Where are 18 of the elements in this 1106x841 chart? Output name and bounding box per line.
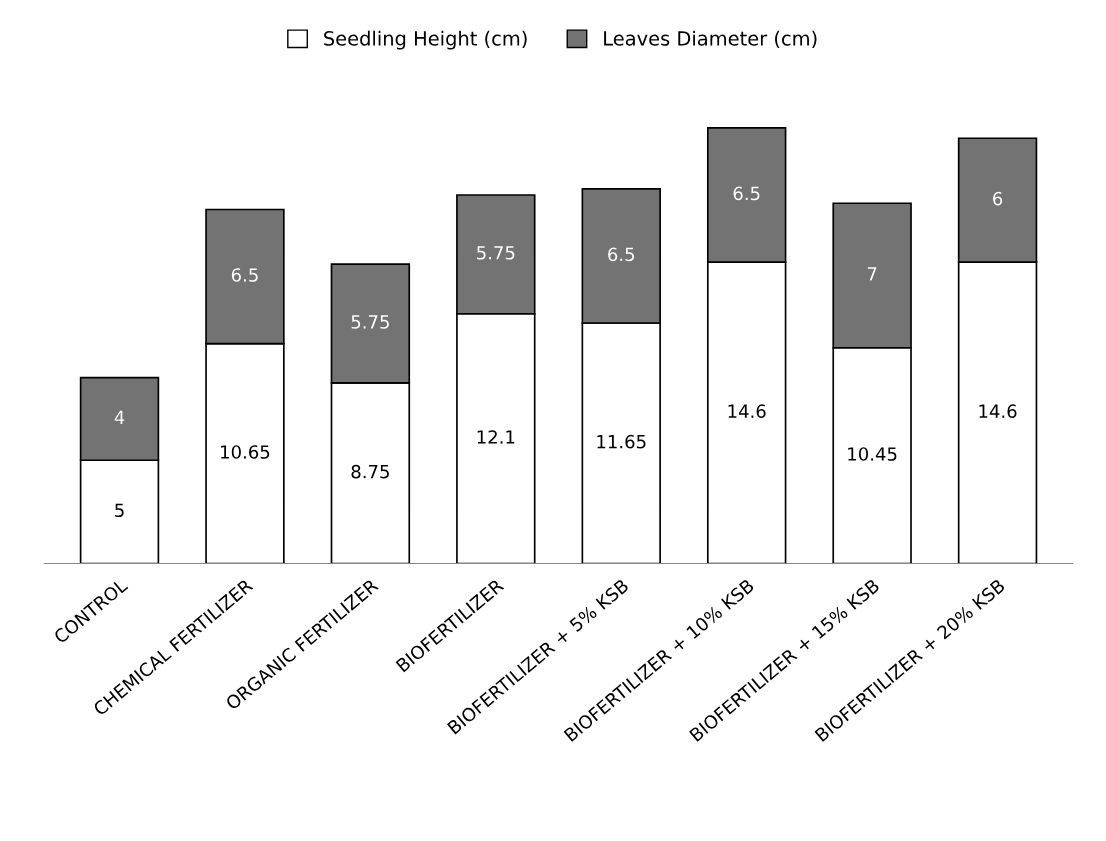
data-label: 7 xyxy=(867,267,877,281)
data-label: 14.6 xyxy=(728,404,766,419)
data-label: 10.45 xyxy=(848,447,897,461)
data-label: 4 xyxy=(114,410,125,424)
legend-label: Seedling Height (cm) xyxy=(324,30,527,50)
data-label: 14.6 xyxy=(979,404,1017,419)
data-label: 10.65 xyxy=(221,445,270,459)
data-label: 11.65 xyxy=(597,434,646,449)
data-label: 6.5 xyxy=(231,268,258,282)
data-label: 12.1 xyxy=(477,430,515,444)
data-label: 6 xyxy=(993,191,1003,206)
data-label: 5.75 xyxy=(477,246,515,260)
data-label: 8.75 xyxy=(351,464,389,479)
data-label: 6.5 xyxy=(608,247,635,262)
data-label: 5 xyxy=(115,503,124,518)
data-label: 6.5 xyxy=(733,186,760,201)
legend-label: Leaves Diameter (cm) xyxy=(604,30,817,49)
data-label: 5.75 xyxy=(351,315,389,329)
